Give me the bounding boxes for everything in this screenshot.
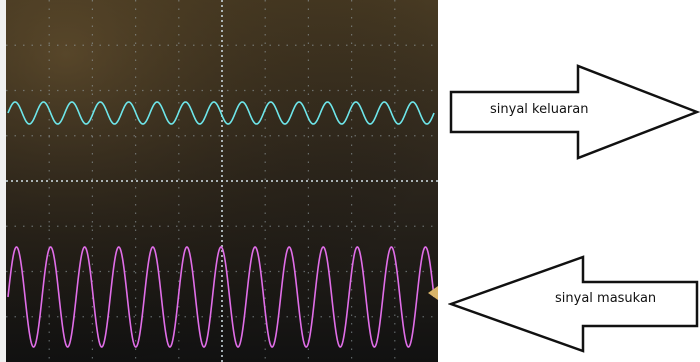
scope-left-frame	[0, 0, 6, 362]
left-arrow-icon	[448, 255, 699, 353]
input-signal-trace	[7, 246, 435, 348]
right-arrow-icon	[449, 64, 700, 160]
output-signal-arrow: sinyal keluaran	[448, 62, 700, 162]
oscilloscope-display	[0, 0, 438, 362]
scope-grid	[6, 0, 438, 362]
output-signal-label: sinyal keluaran	[490, 102, 589, 117]
trigger-marker	[428, 286, 438, 300]
output-signal-trace	[7, 101, 435, 125]
input-signal-label: sinyal masukan	[555, 291, 657, 306]
input-signal-arrow: sinyal masukan	[448, 253, 700, 355]
